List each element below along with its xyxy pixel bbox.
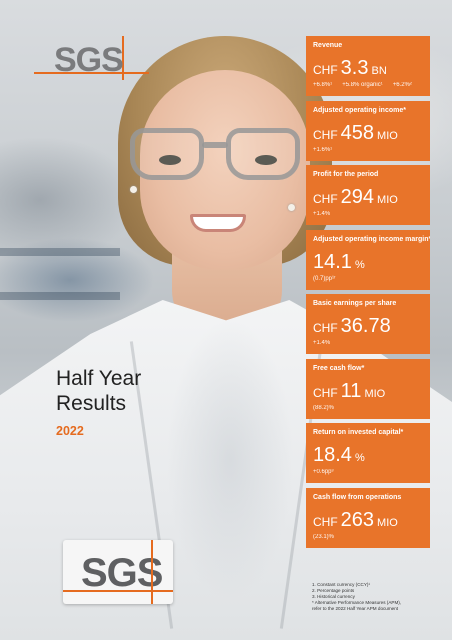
kpi-label: Profit for the period bbox=[313, 171, 379, 178]
kpi-currency: CHF bbox=[313, 192, 338, 206]
kpi-label: Cash flow from operations bbox=[313, 493, 402, 501]
title-line-2: Results bbox=[56, 392, 127, 415]
kpi-tile: Adjusted operating income margin* 14.1% (0… bbox=[306, 229, 430, 290]
kpi-value: CHF 263 MIO bbox=[313, 509, 398, 532]
kpi-change-item: +6.8%¹ bbox=[313, 82, 333, 88]
kpi-number: 294 bbox=[340, 186, 375, 208]
kpi-change: +1.4% bbox=[313, 211, 340, 217]
kpi-change: (23.1)% bbox=[313, 534, 344, 540]
kpi-label: Revenue bbox=[313, 42, 343, 49]
sgs-logo: SGS bbox=[34, 36, 149, 80]
kpi-value: CHF 294 MIO bbox=[313, 186, 398, 209]
footnotes: 1. Constant currency (CCY)¹ 2. Percentage… bbox=[312, 582, 401, 612]
kpi-unit: MIO bbox=[377, 194, 398, 206]
kpi-value: 14.1% bbox=[313, 251, 365, 274]
footnote: 2. Percentage points bbox=[312, 588, 355, 593]
earring bbox=[288, 204, 295, 211]
kpi-number: 3.3 bbox=[340, 57, 369, 79]
kpi-tile: Adjusted operating income* CHF 458 MIO +1.6%… bbox=[306, 100, 430, 161]
shelf bbox=[0, 248, 120, 256]
kpi-tile: Free cash flow* CHF 11 MIO (88.2)% bbox=[306, 358, 430, 419]
kpi-tile: Profit for the period CHF 294 MIO +1.4% bbox=[306, 165, 430, 225]
kpi-change-item: (0.7)pp¹ʳ bbox=[313, 275, 336, 282]
footnote: * Alternative Performance Measures (APM)… bbox=[312, 600, 402, 605]
badge-text: SGS bbox=[81, 551, 163, 595]
kpi-change: +0.6pp³ bbox=[313, 469, 344, 475]
kpi-value: CHF 36.78 bbox=[313, 315, 391, 338]
kpi-change-item: +5.8% organic¹ bbox=[342, 82, 383, 88]
kpi-value: CHF 3.3 BN bbox=[313, 57, 387, 80]
kpi-change-item: +1.4% bbox=[313, 211, 331, 217]
kpi-currency: CHF bbox=[313, 385, 338, 400]
kpi-number: 36.78 bbox=[340, 315, 391, 337]
kpi-change-item: +1.6%¹ bbox=[313, 146, 333, 153]
kpi-currency: CHF bbox=[313, 127, 338, 142]
kpi-number: 18.4 bbox=[313, 444, 352, 466]
kpi-change: (0.7)pp¹ʳ bbox=[313, 276, 345, 282]
kpi-change: +6.8%¹ +5.8% organic¹ +6.2%² bbox=[313, 82, 422, 88]
kpi-tile: Revenue CHF 3.3 BN +6.8%¹ +5.8% organic¹ +6.2%… bbox=[306, 36, 430, 96]
kpi-number: 11 bbox=[340, 379, 362, 402]
kpi-label: Adjusted operating income margin* bbox=[313, 235, 430, 243]
kpi-change: +1.4% bbox=[313, 340, 340, 346]
kpi-currency: CHF bbox=[313, 321, 338, 335]
kpi-unit: % bbox=[354, 452, 365, 464]
report-title: Half Year Results bbox=[56, 366, 141, 416]
kpi-change-item: (88.2)% bbox=[313, 404, 335, 411]
kpi-tile: Basic earnings per share CHF 36.78 +1.4% bbox=[306, 294, 430, 354]
kpi-change: (88.2)% bbox=[313, 405, 344, 411]
kpi-change-item: +1.4% bbox=[313, 340, 331, 346]
kpi-value: CHF 11 MIO bbox=[313, 380, 385, 403]
kpi-unit: MIO bbox=[377, 129, 398, 142]
kpi-tile: Return on invested capital* 18.4% +0.6pp³ bbox=[306, 423, 430, 483]
shelf bbox=[0, 292, 120, 300]
footnote: 1. Constant currency (CCY)¹ bbox=[312, 582, 370, 587]
logo-text: SGS bbox=[54, 41, 124, 79]
kpi-currency: CHF bbox=[313, 63, 338, 77]
kpi-change: +1.6%¹ bbox=[313, 147, 342, 153]
kpi-label: Basic earnings per share bbox=[313, 300, 397, 307]
kpi-unit: MIO bbox=[377, 516, 398, 529]
report-year: 2022 bbox=[56, 424, 84, 438]
earring bbox=[130, 186, 137, 193]
coat-badge-logo: SGS bbox=[63, 540, 173, 604]
smile bbox=[190, 214, 246, 232]
footnote: refer to the 2022 Half Year APM document bbox=[312, 606, 399, 611]
kpi-label: Free cash flow* bbox=[313, 364, 365, 372]
safety-glasses bbox=[130, 128, 300, 186]
kpi-value: 18.4% bbox=[313, 444, 365, 467]
kpi-change-item: (23.1)% bbox=[313, 533, 335, 540]
title-line-1: Half Year bbox=[56, 367, 142, 390]
kpi-unit: MIO bbox=[364, 387, 386, 400]
kpi-label: Return on invested capital* bbox=[313, 429, 404, 436]
kpi-value: CHF 458 MIO bbox=[313, 122, 398, 145]
kpi-number: 458 bbox=[340, 121, 375, 144]
kpi-tile: Cash flow from operations CHF 263 MIO (23.1)… bbox=[306, 487, 430, 548]
kpi-unit: BN bbox=[371, 65, 387, 77]
kpi-currency: CHF bbox=[313, 514, 338, 529]
kpi-change-item: +6.2%² bbox=[392, 82, 412, 88]
footnote: 3. Historical currency bbox=[312, 594, 355, 599]
kpi-change-item: +0.6pp³ bbox=[313, 469, 334, 475]
kpi-number: 14.1 bbox=[313, 250, 352, 273]
kpi-unit: % bbox=[354, 258, 365, 271]
kpi-label: Adjusted operating income* bbox=[313, 106, 406, 114]
kpi-number: 263 bbox=[340, 508, 375, 531]
